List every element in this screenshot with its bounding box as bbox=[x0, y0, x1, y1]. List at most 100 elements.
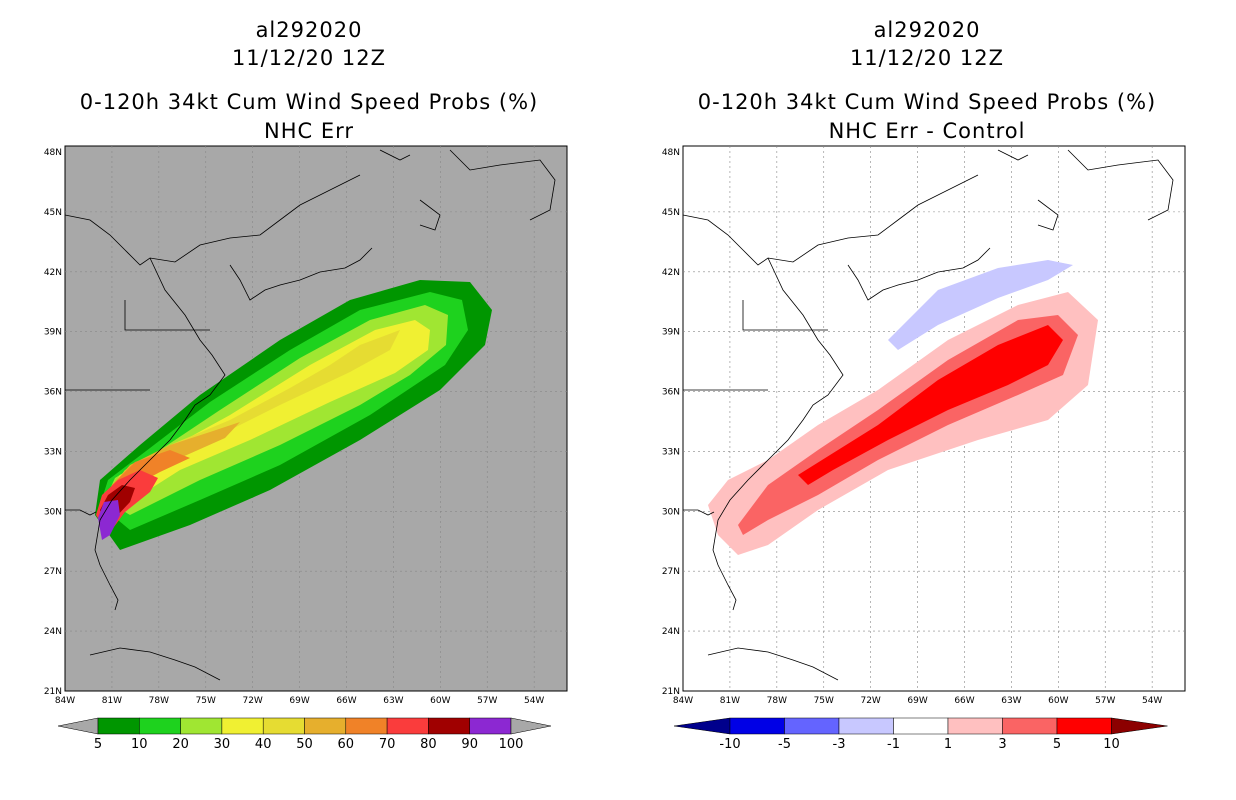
colorbar-label: 1 bbox=[944, 737, 952, 752]
lon-label: 78W bbox=[767, 696, 787, 706]
colorbar-label: 100 bbox=[499, 737, 524, 752]
lat-label: 27N bbox=[662, 567, 680, 577]
lat-label: 33N bbox=[44, 447, 62, 457]
colorbar-label: 3 bbox=[998, 737, 1006, 752]
colorbar-box bbox=[139, 717, 181, 735]
colorbar-box bbox=[893, 717, 949, 735]
colorbar-box bbox=[784, 717, 840, 735]
colorbar-box bbox=[838, 717, 894, 735]
lat-label: 30N bbox=[44, 507, 62, 517]
lon-label: 75W bbox=[814, 696, 834, 706]
right-title-datetime: 11/12/20 12Z bbox=[849, 46, 1005, 70]
colorbar-label: -10 bbox=[719, 737, 740, 752]
left-title-storm-id: al292020 bbox=[255, 18, 363, 42]
lat-label: 24N bbox=[662, 627, 680, 637]
colorbar-box bbox=[729, 717, 785, 735]
colorbar-box bbox=[947, 717, 1003, 735]
colorbar-box bbox=[1002, 717, 1058, 735]
lat-label: 42N bbox=[662, 268, 680, 278]
left-title-product: 0-120h 34kt Cum Wind Speed Probs (%) bbox=[79, 90, 539, 114]
right-colorbar-boxes bbox=[673, 717, 1168, 735]
lon-label: 63W bbox=[1001, 696, 1021, 706]
lat-label: 27N bbox=[44, 567, 62, 577]
lat-label: 21N bbox=[44, 687, 62, 697]
colorbar-box bbox=[97, 717, 140, 735]
colorbar-label: 90 bbox=[461, 737, 478, 752]
lon-label: 54W bbox=[524, 696, 544, 706]
colorbar-label: 20 bbox=[172, 737, 189, 752]
lat-label: 36N bbox=[662, 388, 680, 398]
colorbar-label: 10 bbox=[1103, 737, 1120, 752]
right-lon-labels: 84W 81W 78W 75W 72W 69W 66W 63W 60W 57W 54W bbox=[673, 696, 1163, 706]
lat-label: 45N bbox=[662, 208, 680, 218]
lat-label: 21N bbox=[662, 687, 680, 697]
colorbar-label: 10 bbox=[131, 737, 148, 752]
colorbar-low-arrow bbox=[673, 717, 731, 735]
left-title-subtitle: NHC Err bbox=[263, 119, 354, 143]
lon-label: 57W bbox=[477, 696, 497, 706]
lat-label: 36N bbox=[44, 388, 62, 398]
lon-label: 69W bbox=[907, 696, 927, 706]
lon-label: 78W bbox=[149, 696, 169, 706]
colorbar-label: 40 bbox=[255, 737, 272, 752]
lon-label: 54W bbox=[1142, 696, 1162, 706]
swath-40 bbox=[110, 330, 400, 498]
left-map: 48N 45N 42N 39N 36N 33N 30N 27N 24N 21N 84W 81W 78W… bbox=[44, 145, 568, 706]
lon-label: 60W bbox=[1048, 696, 1068, 706]
right-lat-labels: 48N 45N 42N 39N 36N 33N 30N 27N 24N 21N bbox=[662, 148, 680, 697]
lon-label: 66W bbox=[954, 696, 974, 706]
right-coastlines bbox=[682, 149, 1174, 681]
lat-label: 45N bbox=[44, 208, 62, 218]
colorbar-label: 5 bbox=[1053, 737, 1061, 752]
lat-label: 48N bbox=[662, 148, 680, 158]
lon-label: 57W bbox=[1095, 696, 1115, 706]
colorbar-box bbox=[386, 717, 429, 735]
left-panel: al292020 11/12/20 12Z 0-120h 34kt Cum Wi… bbox=[44, 18, 568, 752]
left-coastlines bbox=[64, 149, 556, 681]
colorbar-box bbox=[304, 717, 347, 735]
colorbar-box bbox=[1056, 717, 1112, 735]
colorbar-label: 50 bbox=[296, 737, 313, 752]
lon-label: 75W bbox=[196, 696, 216, 706]
colorbar-box bbox=[262, 717, 305, 735]
lon-label: 63W bbox=[383, 696, 403, 706]
colorbar-label: 30 bbox=[214, 737, 231, 752]
lon-label: 69W bbox=[289, 696, 309, 706]
colorbar-box bbox=[469, 717, 512, 735]
right-title-product: 0-120h 34kt Cum Wind Speed Probs (%) bbox=[697, 90, 1157, 114]
lon-label: 84W bbox=[673, 696, 693, 706]
colorbar-high-arrow bbox=[510, 717, 552, 735]
left-title-datetime: 11/12/20 12Z bbox=[231, 46, 387, 70]
colorbar-label: 60 bbox=[338, 737, 355, 752]
lat-label: 33N bbox=[662, 447, 680, 457]
colorbar-low-arrow bbox=[57, 717, 99, 735]
lat-label: 30N bbox=[662, 507, 680, 517]
right-difference-field bbox=[708, 260, 1098, 555]
lon-label: 81W bbox=[720, 696, 740, 706]
left-colorbar-labels: 5 10 20 30 40 50 60 70 80 90 100 bbox=[94, 737, 524, 752]
colorbar-box bbox=[221, 717, 264, 735]
colorbar-box bbox=[180, 717, 223, 735]
colorbar-label: -1 bbox=[887, 737, 900, 752]
right-title-storm-id: al292020 bbox=[873, 18, 981, 42]
lat-label: 39N bbox=[44, 328, 62, 338]
colorbar-box bbox=[428, 717, 470, 735]
diff-neg-3 bbox=[888, 260, 1073, 350]
left-colorbar: 5 10 20 30 40 50 60 70 80 90 100 bbox=[57, 717, 552, 752]
colorbar-label: -3 bbox=[833, 737, 846, 752]
colorbar-label: 5 bbox=[94, 737, 102, 752]
left-colorbar-boxes bbox=[57, 717, 552, 735]
colorbar-box bbox=[345, 717, 388, 735]
left-lat-labels: 48N 45N 42N 39N 36N 33N 30N 27N 24N 21N bbox=[44, 148, 62, 697]
lon-label: 84W bbox=[55, 696, 75, 706]
diff-pos-5 bbox=[798, 325, 1063, 485]
lon-label: 72W bbox=[860, 696, 880, 706]
right-title-subtitle: NHC Err - Control bbox=[828, 119, 1026, 143]
colorbar-high-arrow bbox=[1111, 717, 1168, 735]
left-probability-swath bbox=[95, 280, 492, 550]
lon-label: 60W bbox=[430, 696, 450, 706]
swath-90 bbox=[98, 500, 120, 540]
left-lon-labels: 84W 81W 78W 75W 72W 69W 66W 63W 60W 57W 54W bbox=[55, 696, 545, 706]
colorbar-label: -5 bbox=[778, 737, 791, 752]
lat-label: 24N bbox=[44, 627, 62, 637]
